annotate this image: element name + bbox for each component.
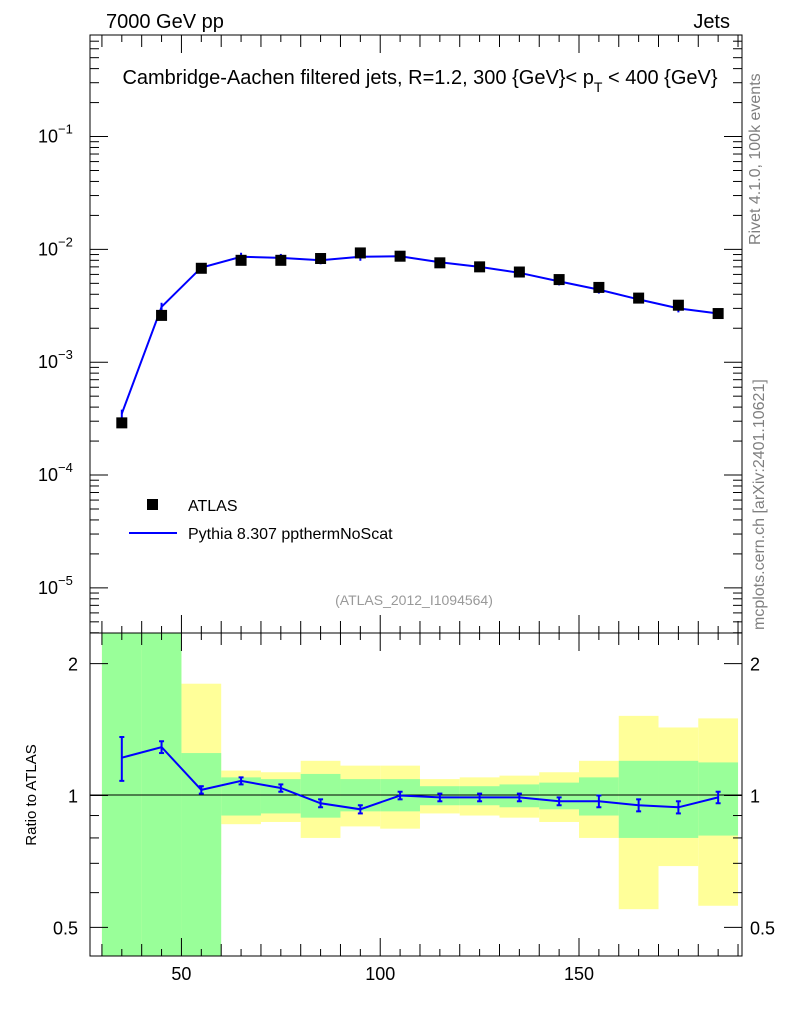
x-tick-label: 50 [171,964,191,984]
atlas-data-point [553,274,565,286]
pythia-line [120,255,719,415]
atlas-data-point [156,309,168,321]
inner-uncertainty-band [658,760,699,838]
legend: ATLAS Pythia 8.307 ppthermNoScat [129,498,393,543]
ratio-y-axis: 0.5 0.5 1 1 2 2 [53,655,775,939]
atlas-data-point [474,261,486,273]
rivet-label: Rivet 4.1.0, 100k events [747,73,764,245]
atlas-data-point [275,254,287,266]
energy-label: 7000 GeV pp [106,11,224,33]
atlas-data-point [593,281,605,293]
ratio-y-tick-label-left: 2 [68,655,78,675]
atlas-data-point [633,292,645,304]
atlas-data-point [672,299,684,311]
atlas-data-point [394,250,406,262]
atlas-data-point [315,253,327,265]
analysis-label: (ATLAS_2012_I1094564) [335,592,493,608]
y-tick-label: 10−4 [38,460,73,485]
ratio-y-label: Ratio to ATLAS [23,744,40,845]
x-tick-label: 150 [564,964,594,984]
inner-uncertainty-band [181,753,222,956]
legend-atlas-label: ATLAS [188,498,238,515]
ratio-y-tick-label-right: 0.5 [750,918,775,938]
atlas-data-point [513,266,525,278]
main-data [116,247,724,429]
atlas-data-point [712,308,724,320]
mcplots-label: mcplots.cern.ch [arXiv:2401.10621] [751,379,768,630]
atlas-data-point [354,247,366,259]
ratio-y-tick-label-right: 2 [750,655,760,675]
x-tick-label: 100 [365,964,395,984]
ratio-plot-frame [89,632,743,957]
ratio-y-tick-label-left: 0.5 [53,918,78,938]
inner-uncertainty-band [300,773,341,818]
ratio-x-axis: 50 100 150 [101,633,739,984]
atlas-data-point [235,254,247,266]
chart-title: Cambridge-Aachen filtered jets, R=1.2, 3… [122,67,717,95]
ratio-data [119,736,721,815]
ratio-panel: 0.5 0.5 1 1 2 2 50 100 150 Ratio to ATLAS [23,632,775,984]
legend-pythia-label: Pythia 8.307 ppthermNoScat [188,526,393,543]
ratio-y-tick-label-left: 1 [68,786,78,806]
y-tick-label: 10−2 [38,234,73,259]
main-x-ticks [101,35,739,633]
ratio-line [121,745,719,811]
atlas-data-point [116,417,128,429]
atlas-data-point [195,262,207,274]
main-plot-frame [89,34,743,634]
ratio-y-tick-label-right: 1 [750,786,760,806]
y-tick-label: 10−1 [38,122,73,147]
main-panel: 10−1 10−2 10−3 10−4 10−5 7000 GeV pp Jets Ca… [38,11,743,634]
legend-atlas-marker [147,499,158,510]
main-y-axis: 10−1 10−2 10−3 10−4 10−5 [38,40,742,634]
category-label: Jets [693,11,730,33]
atlas-data-point [434,257,446,269]
y-tick-label: 10−3 [38,347,73,372]
y-tick-label: 10−5 [38,573,73,598]
